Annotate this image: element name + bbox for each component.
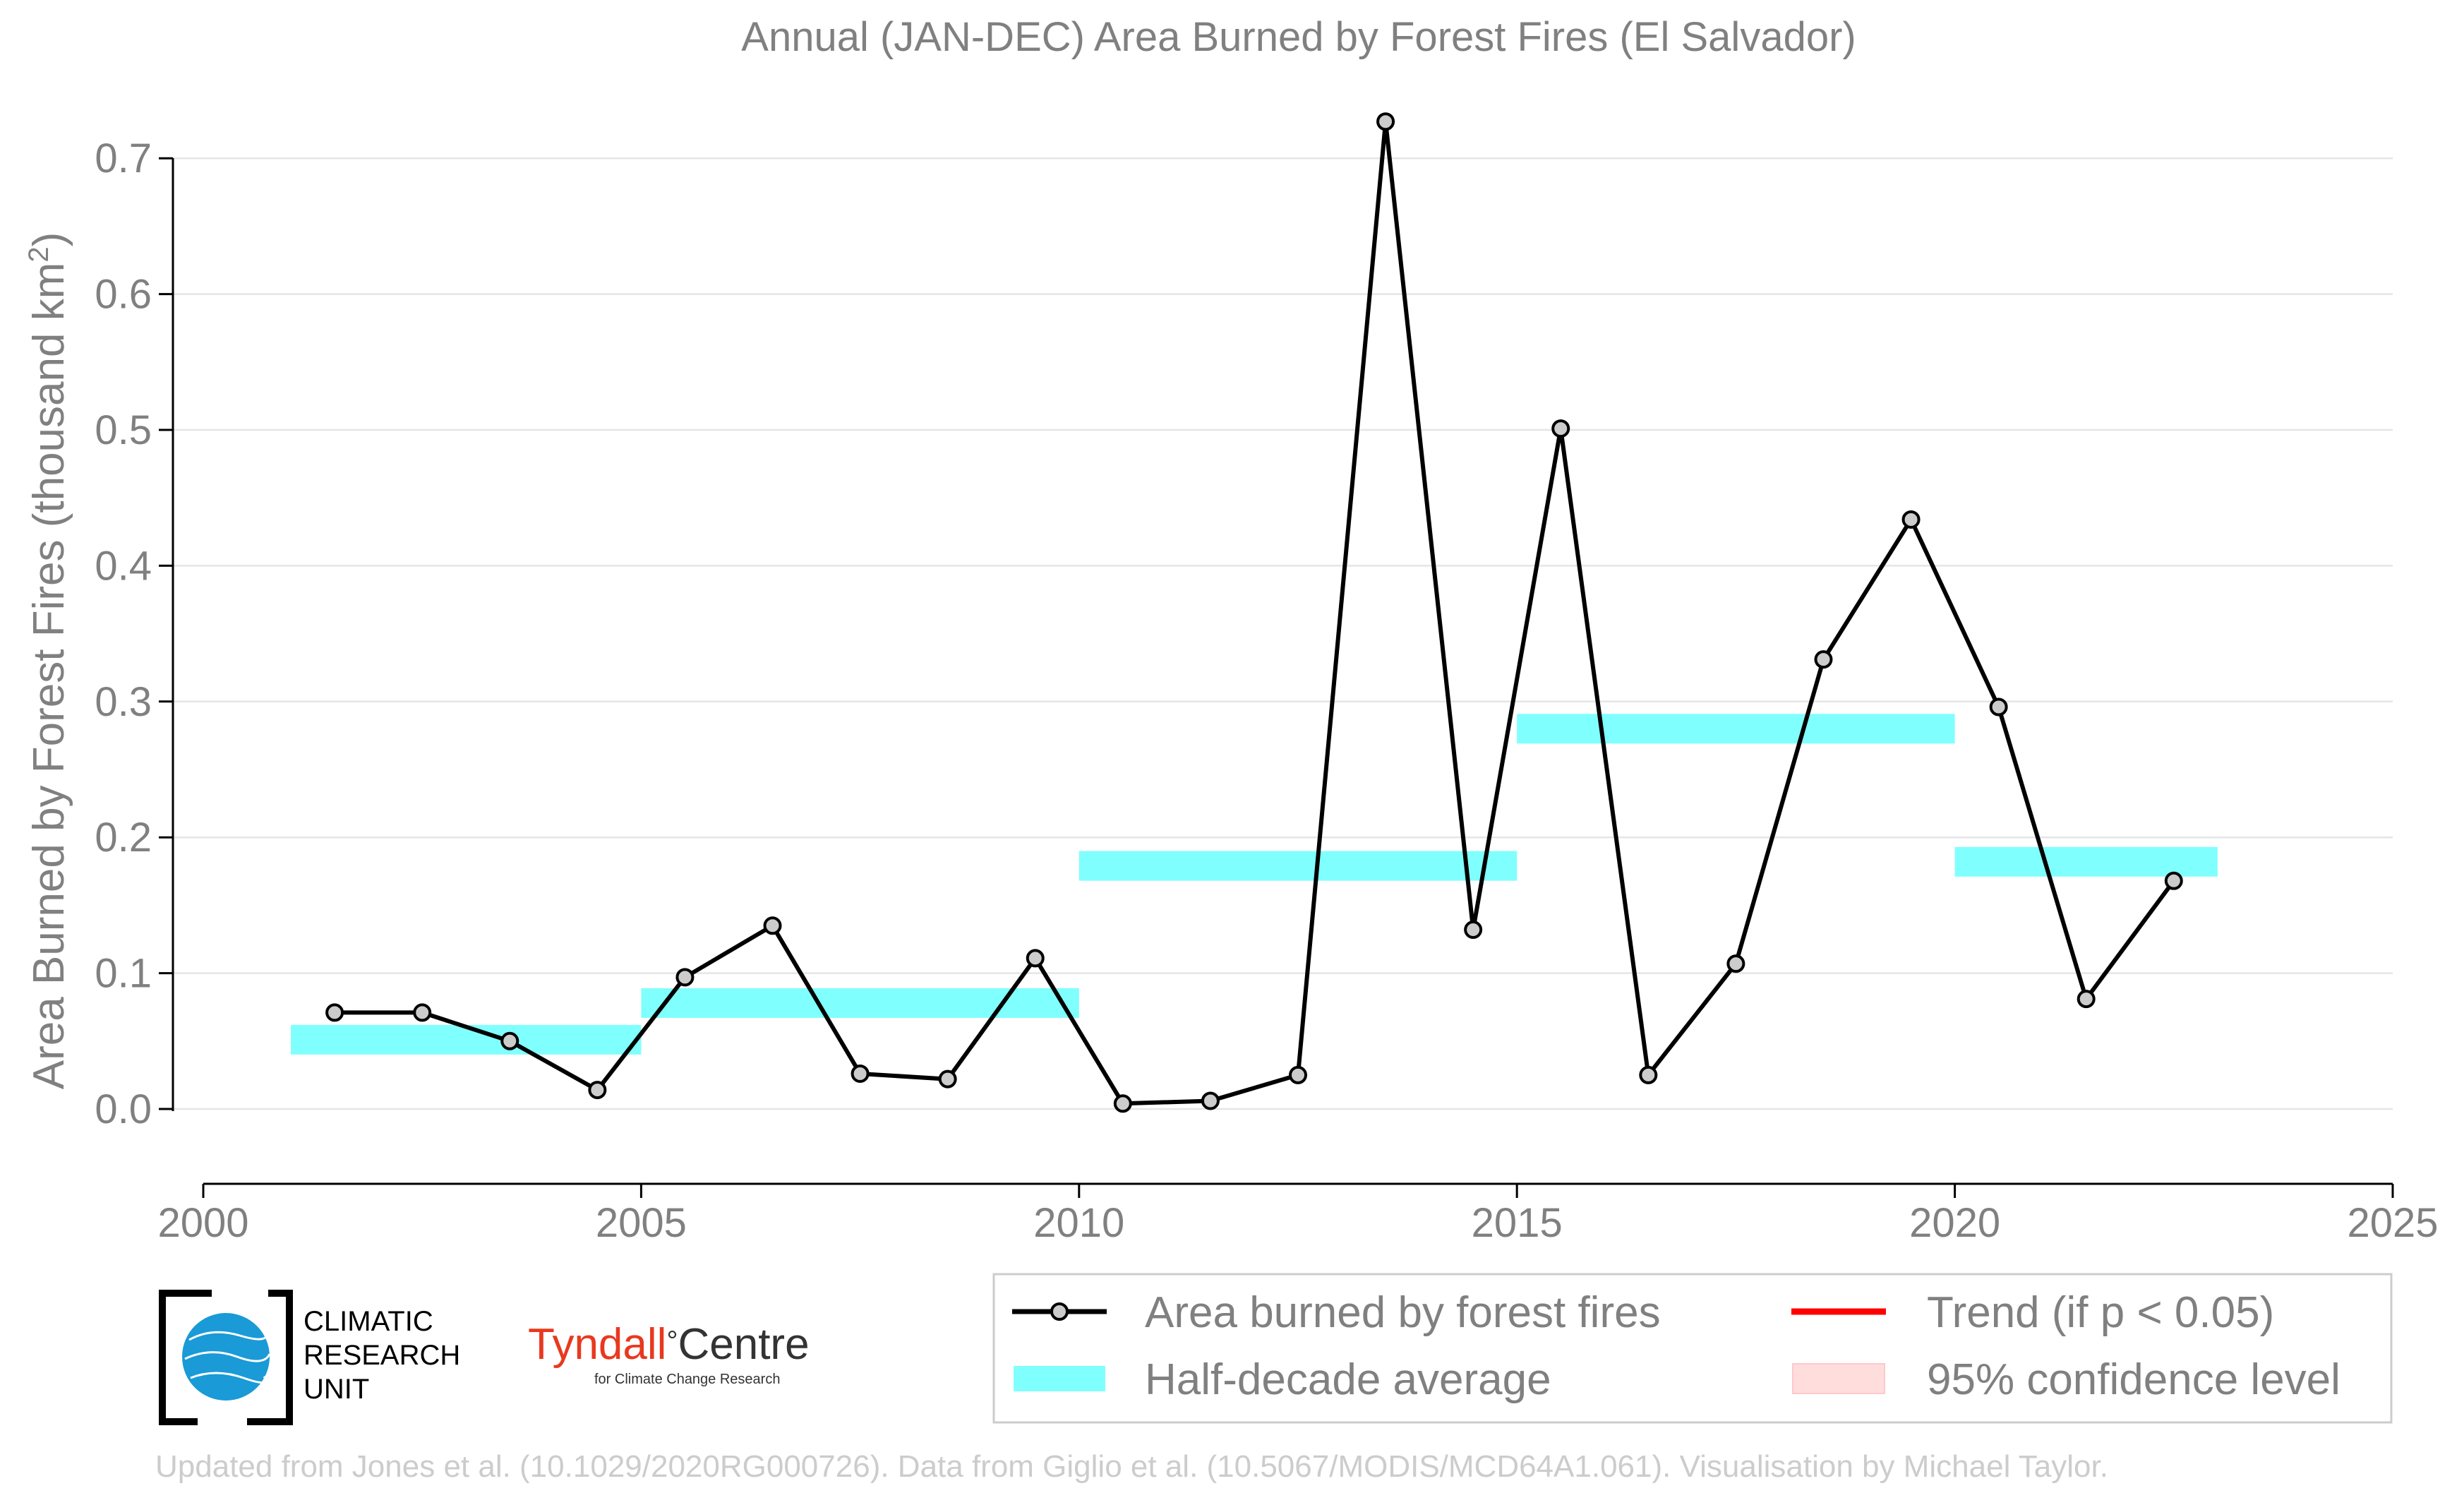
tyndall-logo-title: Tyndall°Centre bbox=[528, 1320, 810, 1369]
tyndall-logo-subtitle: for Climate Change Research bbox=[594, 1372, 780, 1387]
legend-band-swatch bbox=[1014, 1366, 1105, 1391]
x-ticks: 2000 2005 2010 2015 2020 2025 bbox=[157, 1184, 2439, 1246]
data-point bbox=[675, 968, 695, 987]
y-tick-label: 0.7 bbox=[95, 136, 152, 181]
legend-frame bbox=[992, 1273, 2393, 1424]
data-point bbox=[2164, 871, 2183, 890]
tyndall-centre: Centre bbox=[678, 1320, 809, 1369]
data-point bbox=[851, 1064, 870, 1083]
y-axis-label-superscript: 2 bbox=[23, 246, 54, 262]
data-point bbox=[1901, 510, 1921, 529]
data-point bbox=[2077, 990, 2096, 1009]
half-decade-band bbox=[641, 988, 1079, 1018]
data-series bbox=[325, 112, 2183, 1113]
cru-logo-line-1: CLIMATIC bbox=[304, 1306, 433, 1337]
cru-logo: CLIMATIC RESEARCH UNIT bbox=[159, 1290, 460, 1425]
data-point bbox=[1201, 1091, 1220, 1110]
data-point bbox=[1814, 650, 1833, 669]
cru-globe-icon bbox=[182, 1313, 270, 1401]
x-tick-label: 2000 bbox=[157, 1200, 248, 1246]
legend-label-trend: Trend (if p < 0.05) bbox=[1927, 1288, 2274, 1337]
data-point bbox=[1289, 1065, 1307, 1084]
data-point bbox=[1726, 954, 1745, 973]
cru-logo-line-2: RESEARCH bbox=[304, 1340, 460, 1371]
data-point bbox=[763, 916, 782, 935]
x-tick-label: 2005 bbox=[596, 1200, 687, 1246]
y-tick-label: 0.4 bbox=[95, 543, 152, 589]
data-point bbox=[1113, 1094, 1132, 1113]
y-tick-label: 0.1 bbox=[95, 951, 152, 997]
series-line bbox=[335, 119, 2176, 1106]
y-tick-label: 0.0 bbox=[95, 1086, 152, 1132]
y-tick-label: 0.5 bbox=[95, 407, 152, 453]
y-tick-label: 0.2 bbox=[95, 815, 152, 861]
y-axis-label: Area Burned by Forest Fires (thousand km… bbox=[23, 232, 73, 1090]
cru-globe-contours bbox=[184, 1331, 271, 1384]
y-tick-label: 0.3 bbox=[95, 679, 152, 725]
legend-marker-swatch bbox=[1050, 1302, 1069, 1321]
data-point bbox=[1026, 949, 1045, 968]
legend: Area burned by forest fires Half-decade … bbox=[992, 1273, 2393, 1424]
data-point bbox=[1989, 697, 2008, 716]
y-axis-label-close: ) bbox=[25, 232, 73, 247]
half-decade-band bbox=[1517, 714, 1955, 744]
tyndall-degree: ° bbox=[666, 1326, 678, 1357]
x-tick-label: 2020 bbox=[1909, 1200, 2000, 1246]
half-decade-band bbox=[1078, 851, 1518, 881]
data-point bbox=[1376, 112, 1395, 131]
data-point bbox=[938, 1069, 957, 1089]
axes bbox=[172, 158, 2393, 1185]
cru-logo-line-3: UNIT bbox=[304, 1374, 369, 1405]
legend-label-half-decade: Half-decade average bbox=[1145, 1355, 1551, 1404]
data-point bbox=[325, 1003, 344, 1022]
half-decade-band bbox=[291, 1024, 642, 1055]
half-decade-bands bbox=[291, 714, 2218, 1055]
x-tick-label: 2015 bbox=[1472, 1200, 1563, 1246]
y-tick-label: 0.6 bbox=[95, 272, 152, 318]
legend-label-series: Area burned by forest fires bbox=[1145, 1288, 1661, 1337]
data-point bbox=[413, 1003, 432, 1022]
footer-credits: Updated from Jones et al. (10.1029/2020R… bbox=[155, 1449, 2108, 1484]
legend-confidence-swatch bbox=[1792, 1363, 1885, 1394]
data-point bbox=[1639, 1065, 1658, 1084]
grid-lines bbox=[173, 157, 2393, 1110]
x-tick-label: 2025 bbox=[2347, 1200, 2438, 1246]
legend-label-confidence: 95% confidence level bbox=[1927, 1355, 2340, 1404]
x-tick-label: 2010 bbox=[1033, 1200, 1124, 1246]
data-point bbox=[1464, 921, 1483, 940]
data-point bbox=[588, 1081, 607, 1100]
tyndall-logo: Tyndall°Centre for Climate Change Resear… bbox=[528, 1320, 810, 1387]
y-ticks: 0.0 0.1 0.2 0.3 0.4 0.5 0.6 0.7 bbox=[95, 136, 173, 1132]
chart-title: Annual (JAN-DEC) Area Burned by Forest F… bbox=[741, 14, 1856, 60]
half-decade-band bbox=[1954, 846, 2218, 877]
data-point bbox=[500, 1031, 519, 1050]
data-point bbox=[1551, 419, 1570, 438]
cru-logo-bracket bbox=[159, 1290, 293, 1425]
